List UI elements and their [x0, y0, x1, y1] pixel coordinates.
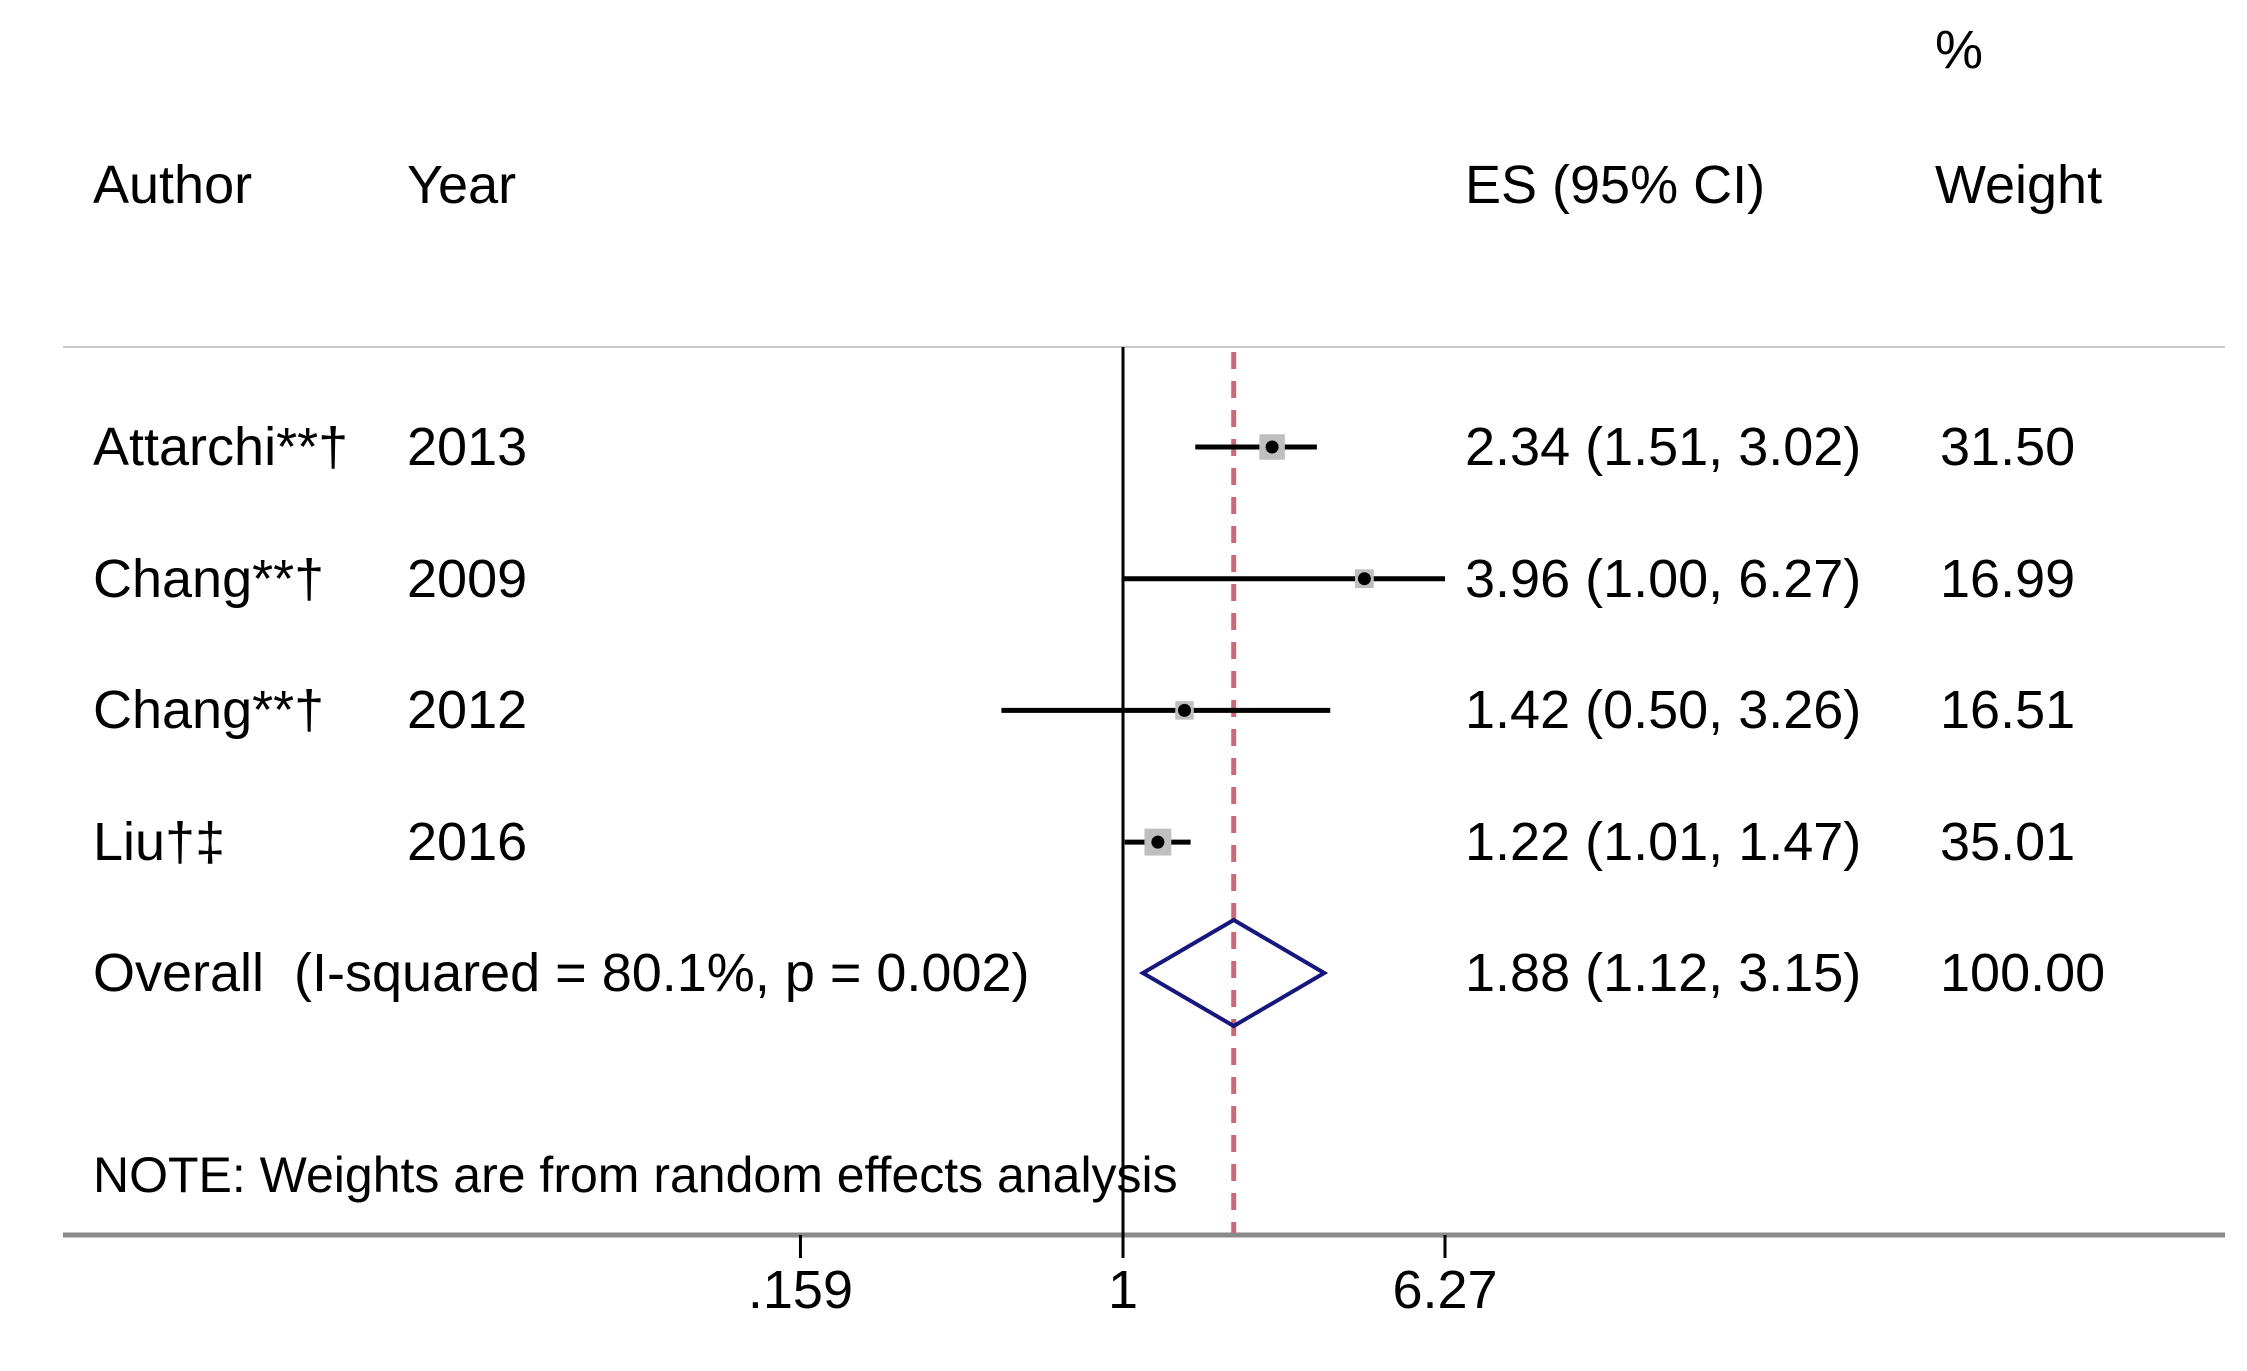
overall-diamond	[1138, 917, 1329, 1029]
overall-row-label: Overall (I-squared = 80.1%, p = 0.002)	[93, 943, 1030, 1003]
study-year-label: 2013	[407, 417, 528, 477]
overall-es-label: 1.88 (1.12, 3.15)	[1465, 943, 1862, 1003]
study-year-label: 2012	[407, 680, 528, 741]
es-column-header: ES (95% CI)	[1465, 155, 1766, 215]
study-weight-label: 31.50	[1940, 417, 2076, 477]
x-tick-label: .159	[747, 1260, 854, 1320]
study-author-label: Attarchi**†	[93, 417, 349, 477]
study-author-label: Chang**†	[93, 548, 325, 609]
study-es-label: 2.34 (1.51, 3.02)	[1465, 417, 1862, 477]
study-weight-label: 35.01	[1940, 812, 2076, 873]
study-es-label: 3.96 (1.00, 6.27)	[1465, 548, 1862, 609]
weight-percent-header: %	[1935, 20, 1984, 80]
study-author-label: Chang**†	[93, 680, 325, 741]
point-estimate-dot	[1151, 835, 1165, 849]
study-es-label: 1.42 (0.50, 3.26)	[1465, 680, 1862, 741]
author-column-header: Author	[93, 155, 253, 215]
study-year-label: 2009	[407, 548, 528, 609]
study-weight-label: 16.99	[1940, 548, 2076, 609]
random-effects-note: NOTE: Weights are from random effects an…	[93, 1147, 1178, 1203]
point-estimate-dot	[1265, 440, 1279, 454]
overall-weight-label: 100.00	[1940, 943, 2106, 1003]
study-year-label: 2016	[407, 812, 528, 873]
point-estimate-dot	[1178, 703, 1192, 717]
x-tick-label: 1	[1107, 1260, 1139, 1320]
study-author-label: Liu†‡	[93, 812, 226, 873]
point-estimate-dot	[1357, 572, 1371, 586]
x-tick-label: 6.27	[1392, 1260, 1498, 1320]
study-es-label: 1.22 (1.01, 1.47)	[1465, 812, 1862, 873]
year-column-header: Year	[407, 155, 517, 215]
weight-column-header: Weight	[1935, 155, 2103, 215]
study-weight-label: 16.51	[1940, 680, 2076, 741]
